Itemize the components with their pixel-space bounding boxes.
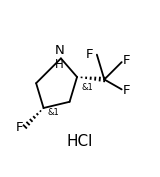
Text: &1: &1 [47,108,59,117]
Text: H: H [55,58,64,71]
Text: F: F [123,84,130,96]
Text: HCl: HCl [66,134,93,149]
Text: N: N [55,44,64,56]
Text: &1: &1 [82,83,94,92]
Text: F: F [16,121,24,134]
Text: F: F [123,54,130,67]
Text: F: F [86,48,93,61]
